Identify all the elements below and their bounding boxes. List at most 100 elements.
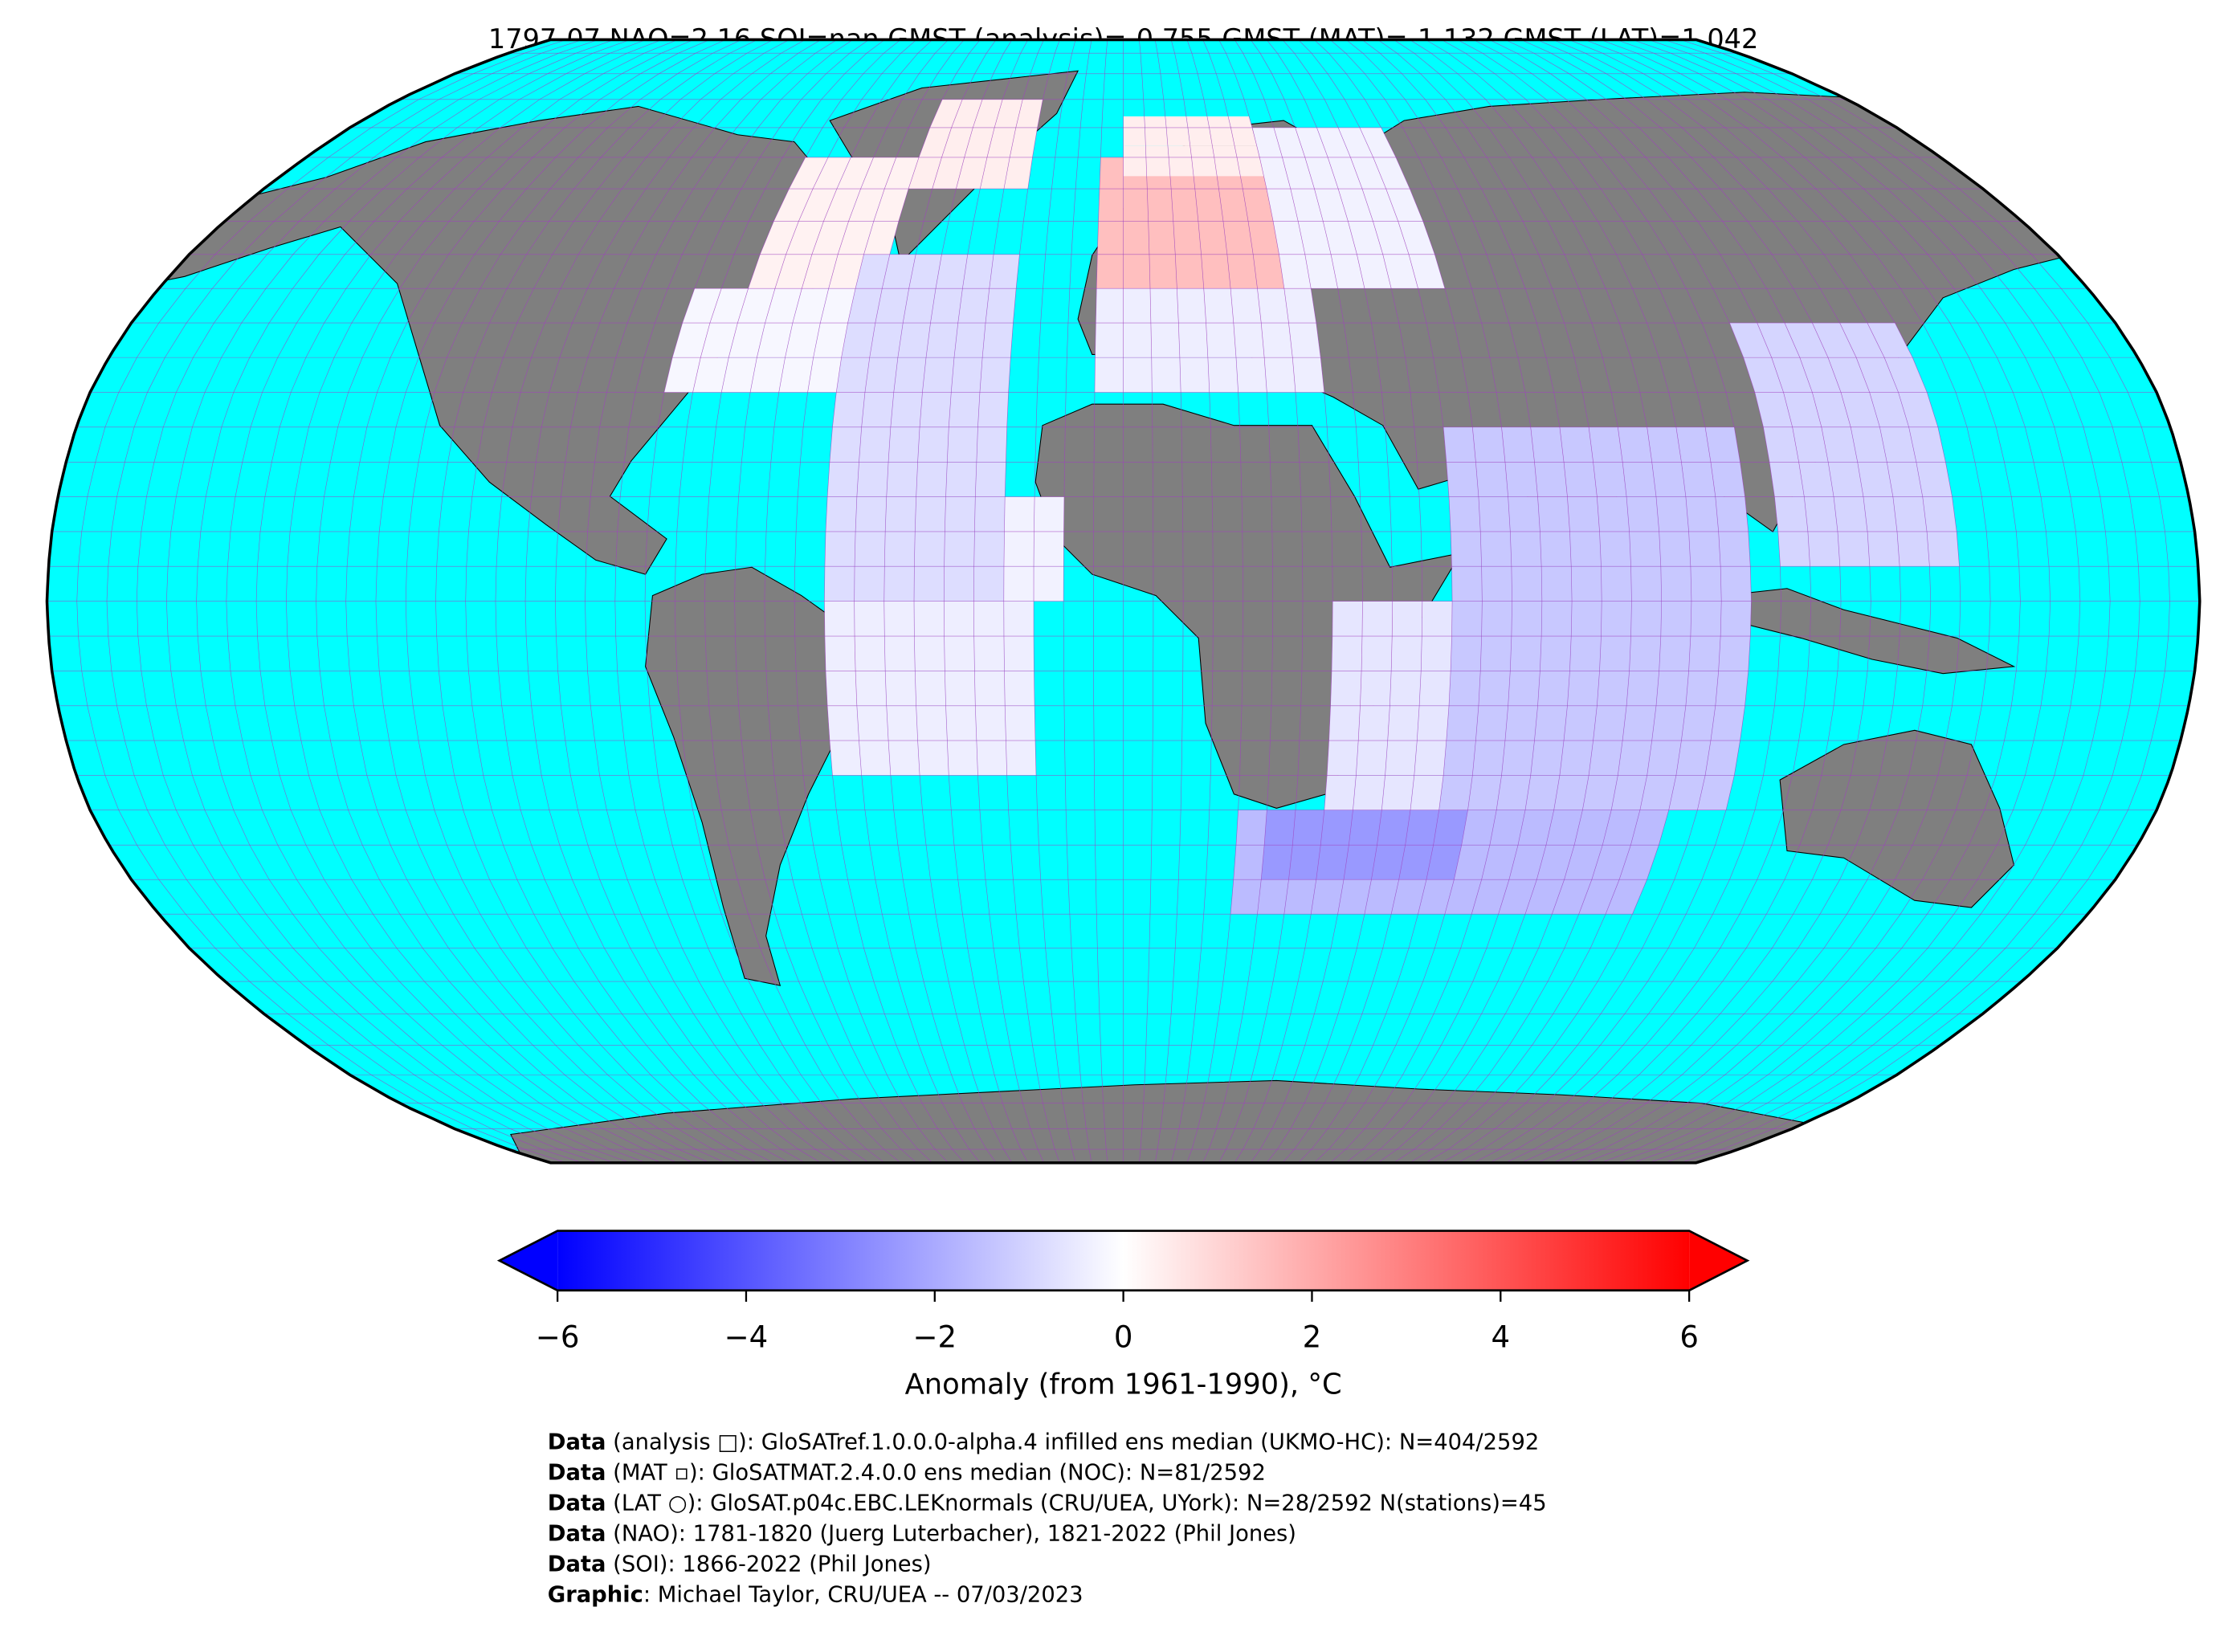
anomaly-cell <box>951 99 983 128</box>
anomaly-cell <box>1828 462 1863 497</box>
anomaly-cell <box>1574 810 1612 846</box>
anomaly-cell <box>1314 189 1349 222</box>
anomaly-cell <box>1630 601 1662 636</box>
anomaly-cell <box>1626 496 1659 532</box>
footer-prefix: Data <box>548 1521 606 1546</box>
anomaly-cell <box>832 392 865 427</box>
anomaly-cell <box>1257 288 1289 323</box>
anomaly-cell <box>1273 127 1305 158</box>
anomaly-cell <box>1863 496 1898 532</box>
anomaly-cell <box>1443 426 1476 463</box>
anomaly-cell <box>1252 127 1283 158</box>
anomaly-cell <box>1475 705 1508 741</box>
anomaly-cell <box>663 357 701 393</box>
anomaly-cell <box>1261 322 1293 358</box>
anomaly-cell <box>855 254 890 289</box>
anomaly-cell <box>1597 671 1630 706</box>
anomaly-cell <box>1288 845 1321 880</box>
anomaly-cell <box>824 635 856 671</box>
anomaly-cell <box>1559 740 1594 776</box>
anomaly-cell <box>1718 531 1751 567</box>
anomaly-cell <box>1316 845 1349 880</box>
anomaly-cell <box>886 462 918 497</box>
anomaly-cell <box>1660 566 1691 602</box>
anomaly-cell <box>1517 810 1554 846</box>
anomaly-cell <box>888 426 920 463</box>
anomaly-cell <box>1096 288 1124 323</box>
anomaly-cell <box>884 635 916 671</box>
anomaly-cell <box>765 288 802 323</box>
footer-text: (analysis □): GloSATref.1.0.0.0-alpha.4 … <box>606 1430 1539 1455</box>
anomaly-cell <box>1783 392 1822 427</box>
anomaly-cell <box>1234 145 1264 177</box>
anomaly-cell <box>957 288 990 323</box>
anomaly-cell <box>1688 635 1721 671</box>
anomaly-cell <box>1530 740 1565 776</box>
anomaly-cell <box>1123 189 1149 222</box>
anomaly-cell <box>1095 322 1124 358</box>
anomaly-cell <box>1537 671 1570 706</box>
anomaly-cell <box>1123 322 1152 358</box>
anomaly-cell <box>976 426 1007 463</box>
anomaly-cell <box>1391 879 1427 915</box>
anomaly-cell <box>1774 496 1808 532</box>
anomaly-cell <box>1757 322 1800 358</box>
anomaly-cell <box>1194 189 1223 222</box>
anomaly-cell <box>1338 127 1373 158</box>
anomaly-cell <box>1353 775 1385 810</box>
anomaly-cell <box>1433 810 1468 846</box>
anomaly-cell <box>1655 671 1689 706</box>
anomaly-cell <box>1261 845 1293 880</box>
anomaly-cell <box>1618 740 1652 776</box>
anomaly-cell <box>916 705 948 741</box>
anomaly-cell <box>975 705 1006 741</box>
anomaly-cell <box>1461 810 1497 846</box>
anomaly-cell <box>973 635 1005 671</box>
colorbar-tick-label: 2 <box>1303 1320 1322 1354</box>
anomaly-cell <box>949 392 980 427</box>
anomaly-cell <box>1867 322 1913 358</box>
anomaly-cell <box>1807 531 1840 567</box>
anomaly-cell <box>828 254 864 289</box>
anomaly-cell <box>1785 322 1828 358</box>
footer-text: (SOI): 1866-2022 (Phil Jones) <box>606 1552 931 1577</box>
anomaly-cell <box>947 740 978 776</box>
colorbar-tick-label: 4 <box>1491 1320 1510 1354</box>
anomaly-cell <box>944 531 975 567</box>
anomaly-cell <box>789 157 828 190</box>
anomaly-cell <box>1006 740 1036 776</box>
anomaly-cell <box>1377 810 1410 846</box>
anomaly-cell <box>1227 116 1257 146</box>
anomaly-cell <box>1360 671 1392 706</box>
anomaly-cell <box>1171 189 1198 222</box>
anomaly-cell <box>1618 426 1652 463</box>
anomaly-cell <box>945 496 976 532</box>
anomaly-cell <box>883 566 915 602</box>
anomaly-cell <box>861 392 894 427</box>
anomaly-cell <box>855 671 887 706</box>
anomaly-cell <box>1718 635 1751 671</box>
anomaly-cell <box>1147 189 1173 222</box>
anomaly-cell <box>882 254 916 289</box>
anomaly-cell <box>1651 705 1686 741</box>
anomaly-cell <box>1591 845 1631 880</box>
anomaly-cell <box>1567 671 1600 706</box>
anomaly-cell <box>1799 357 1842 393</box>
anomaly-cell <box>855 635 886 671</box>
footer-line: Data (analysis □): GloSATref.1.0.0.0-alp… <box>548 1430 1540 1455</box>
footer-line: Data (LAT ○): GloSAT.p04c.EBC.LEKnormals… <box>548 1491 1547 1515</box>
colorbar-tick-label: 0 <box>1114 1320 1133 1354</box>
colorbar: −6 −4 −2 0 2 4 6 Anomaly (from 1961-1990), °C <box>496 1230 1750 1401</box>
anomaly-cell <box>1123 357 1153 393</box>
anomaly-cell <box>1655 496 1689 532</box>
anomaly-cell <box>1857 462 1893 497</box>
anomaly-cell <box>1421 635 1452 671</box>
anomaly-cell <box>1908 426 1946 463</box>
anomaly-cell <box>1451 635 1482 671</box>
anomaly-cell <box>1438 775 1473 810</box>
anomaly-cell <box>1149 254 1177 289</box>
anomaly-cell <box>916 462 948 497</box>
footer-prefix: Data <box>548 1491 606 1515</box>
anomaly-cell <box>1743 357 1784 393</box>
anomaly-cell <box>884 157 920 190</box>
